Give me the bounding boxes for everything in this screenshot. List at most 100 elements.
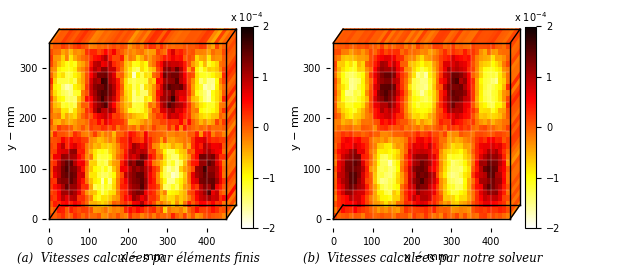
Polygon shape: [376, 29, 391, 43]
Polygon shape: [93, 29, 107, 43]
Polygon shape: [69, 29, 83, 43]
Title: x 10$^{-4}$: x 10$^{-4}$: [514, 11, 547, 24]
Polygon shape: [97, 29, 110, 43]
Polygon shape: [510, 111, 520, 131]
Polygon shape: [510, 94, 520, 113]
Polygon shape: [494, 29, 508, 43]
Polygon shape: [226, 117, 236, 137]
Polygon shape: [373, 29, 386, 43]
Polygon shape: [226, 105, 236, 125]
Polygon shape: [510, 193, 520, 213]
Polygon shape: [109, 29, 122, 43]
Polygon shape: [195, 29, 209, 43]
Polygon shape: [226, 70, 236, 90]
Polygon shape: [140, 29, 154, 43]
Polygon shape: [510, 140, 520, 160]
Polygon shape: [164, 29, 177, 43]
Polygon shape: [112, 29, 126, 43]
Polygon shape: [226, 29, 236, 49]
Polygon shape: [444, 29, 457, 43]
Polygon shape: [226, 199, 236, 219]
Polygon shape: [61, 29, 75, 43]
Polygon shape: [226, 129, 236, 149]
Y-axis label: y − mm: y − mm: [291, 105, 301, 149]
Polygon shape: [226, 52, 236, 72]
Polygon shape: [357, 29, 371, 43]
Polygon shape: [89, 29, 102, 43]
Polygon shape: [104, 29, 118, 43]
Polygon shape: [436, 29, 449, 43]
Polygon shape: [226, 175, 236, 195]
Polygon shape: [226, 94, 236, 113]
X-axis label: x − mm: x − mm: [120, 253, 165, 263]
Polygon shape: [475, 29, 489, 43]
Polygon shape: [361, 29, 375, 43]
Polygon shape: [226, 152, 236, 172]
Polygon shape: [226, 58, 236, 78]
Polygon shape: [124, 29, 138, 43]
Polygon shape: [57, 29, 71, 43]
Polygon shape: [510, 123, 520, 143]
Polygon shape: [510, 175, 520, 195]
Polygon shape: [507, 29, 520, 43]
Polygon shape: [424, 29, 437, 43]
Polygon shape: [203, 29, 217, 43]
Polygon shape: [388, 29, 402, 43]
Polygon shape: [510, 152, 520, 172]
Polygon shape: [218, 29, 233, 43]
Polygon shape: [226, 99, 236, 119]
Polygon shape: [510, 64, 520, 84]
Polygon shape: [451, 29, 465, 43]
Text: (b)  Vitesses calculées par notre solveur: (b) Vitesses calculées par notre solveur: [303, 252, 542, 265]
Polygon shape: [510, 129, 520, 149]
Polygon shape: [459, 29, 473, 43]
Polygon shape: [368, 29, 383, 43]
Polygon shape: [412, 29, 426, 43]
Polygon shape: [455, 29, 469, 43]
Polygon shape: [345, 29, 359, 43]
Polygon shape: [439, 29, 453, 43]
Polygon shape: [510, 170, 520, 189]
Polygon shape: [349, 29, 363, 43]
Polygon shape: [226, 170, 236, 189]
Polygon shape: [510, 58, 520, 78]
Polygon shape: [384, 29, 398, 43]
Polygon shape: [510, 41, 520, 61]
Polygon shape: [191, 29, 205, 43]
Polygon shape: [416, 29, 429, 43]
Polygon shape: [81, 29, 94, 43]
Polygon shape: [337, 29, 351, 43]
Polygon shape: [510, 35, 520, 55]
Polygon shape: [207, 29, 220, 43]
Polygon shape: [341, 29, 355, 43]
Polygon shape: [179, 29, 193, 43]
Polygon shape: [482, 29, 497, 43]
Title: x 10$^{-4}$: x 10$^{-4}$: [230, 11, 263, 24]
Polygon shape: [471, 29, 485, 43]
Polygon shape: [101, 29, 114, 43]
Polygon shape: [199, 29, 213, 43]
Polygon shape: [65, 29, 79, 43]
Polygon shape: [365, 29, 378, 43]
Polygon shape: [510, 199, 520, 219]
Polygon shape: [510, 47, 520, 67]
Polygon shape: [447, 29, 461, 43]
Polygon shape: [353, 29, 366, 43]
Polygon shape: [510, 164, 520, 184]
Polygon shape: [479, 29, 492, 43]
Polygon shape: [73, 29, 87, 43]
Polygon shape: [215, 29, 228, 43]
Polygon shape: [226, 111, 236, 131]
Polygon shape: [187, 29, 201, 43]
Polygon shape: [155, 29, 170, 43]
Polygon shape: [147, 29, 162, 43]
Polygon shape: [172, 29, 185, 43]
Polygon shape: [226, 82, 236, 102]
Polygon shape: [175, 29, 189, 43]
Polygon shape: [467, 29, 481, 43]
Polygon shape: [152, 29, 165, 43]
Polygon shape: [167, 29, 181, 43]
Polygon shape: [333, 29, 347, 43]
Polygon shape: [136, 29, 150, 43]
Polygon shape: [85, 29, 99, 43]
